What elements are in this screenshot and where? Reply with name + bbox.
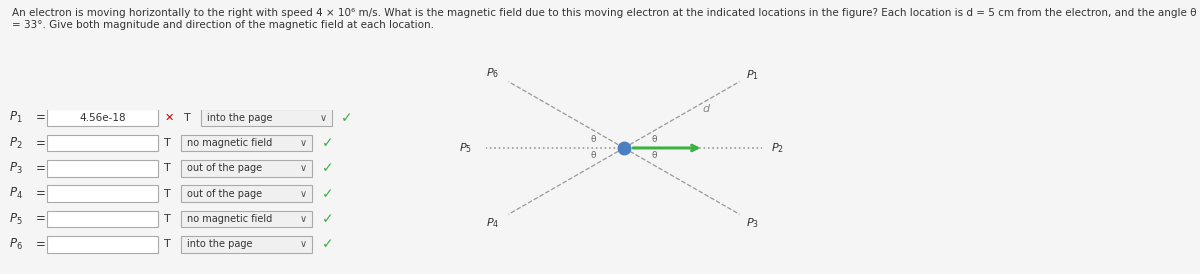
Text: ∨: ∨ [300, 214, 307, 224]
Text: An electron is moving horizontally to the right with speed 4 × 10⁶ m/s. What is : An electron is moving horizontally to th… [12, 8, 1196, 30]
FancyBboxPatch shape [181, 135, 312, 152]
Text: $P_1$: $P_1$ [10, 110, 23, 125]
FancyBboxPatch shape [48, 236, 157, 253]
Text: θ: θ [590, 152, 596, 161]
Text: =: = [36, 162, 46, 175]
Text: $P_5$: $P_5$ [458, 141, 472, 155]
Text: ✓: ✓ [322, 212, 334, 226]
Text: 4.56e-18: 4.56e-18 [79, 113, 126, 123]
Text: into the page: into the page [206, 113, 272, 123]
Text: no magnetic field: no magnetic field [187, 138, 272, 148]
Text: θ: θ [590, 135, 596, 144]
Text: ✕: ✕ [164, 113, 174, 123]
Text: =: = [36, 187, 46, 200]
FancyBboxPatch shape [48, 160, 157, 177]
Text: T: T [164, 163, 170, 173]
Text: $P_4$: $P_4$ [10, 186, 23, 201]
FancyBboxPatch shape [181, 211, 312, 227]
Text: T: T [164, 189, 170, 199]
Text: into the page: into the page [187, 239, 252, 249]
Text: d: d [702, 104, 709, 114]
Text: $P_4$: $P_4$ [486, 216, 499, 230]
Text: ✓: ✓ [341, 111, 353, 125]
Text: ∨: ∨ [319, 113, 326, 123]
Text: $P_2$: $P_2$ [10, 136, 23, 151]
Text: =: = [36, 238, 46, 251]
Text: $P_3$: $P_3$ [10, 161, 23, 176]
Text: =: = [36, 111, 46, 124]
FancyBboxPatch shape [181, 236, 312, 253]
Text: T: T [164, 239, 170, 249]
Text: $P_6$: $P_6$ [10, 237, 23, 252]
Text: θ: θ [652, 135, 658, 144]
Text: ✓: ✓ [322, 136, 334, 150]
Text: T: T [184, 113, 191, 123]
Text: $P_3$: $P_3$ [745, 216, 758, 230]
FancyBboxPatch shape [181, 160, 312, 177]
Text: ✓: ✓ [322, 237, 334, 251]
Text: =: = [36, 137, 46, 150]
Text: out of the page: out of the page [187, 163, 262, 173]
Text: no magnetic field: no magnetic field [187, 214, 272, 224]
Text: =: = [36, 213, 46, 226]
Text: ∨: ∨ [300, 189, 307, 199]
Text: T: T [164, 214, 170, 224]
FancyBboxPatch shape [48, 109, 157, 126]
Text: ✓: ✓ [322, 161, 334, 175]
FancyBboxPatch shape [48, 211, 157, 227]
Text: ∨: ∨ [300, 163, 307, 173]
FancyBboxPatch shape [48, 185, 157, 202]
Text: $P_2$: $P_2$ [772, 141, 784, 155]
Text: T: T [164, 138, 170, 148]
FancyBboxPatch shape [181, 185, 312, 202]
FancyBboxPatch shape [48, 135, 157, 152]
Text: θ: θ [652, 152, 658, 161]
Text: $P_5$: $P_5$ [10, 212, 23, 227]
FancyBboxPatch shape [200, 109, 331, 126]
Text: ∨: ∨ [300, 239, 307, 249]
Text: ∨: ∨ [300, 138, 307, 148]
Text: out of the page: out of the page [187, 189, 262, 199]
Text: ✓: ✓ [322, 187, 334, 201]
Text: $P_1$: $P_1$ [745, 68, 758, 82]
Text: $P_6$: $P_6$ [486, 66, 499, 80]
